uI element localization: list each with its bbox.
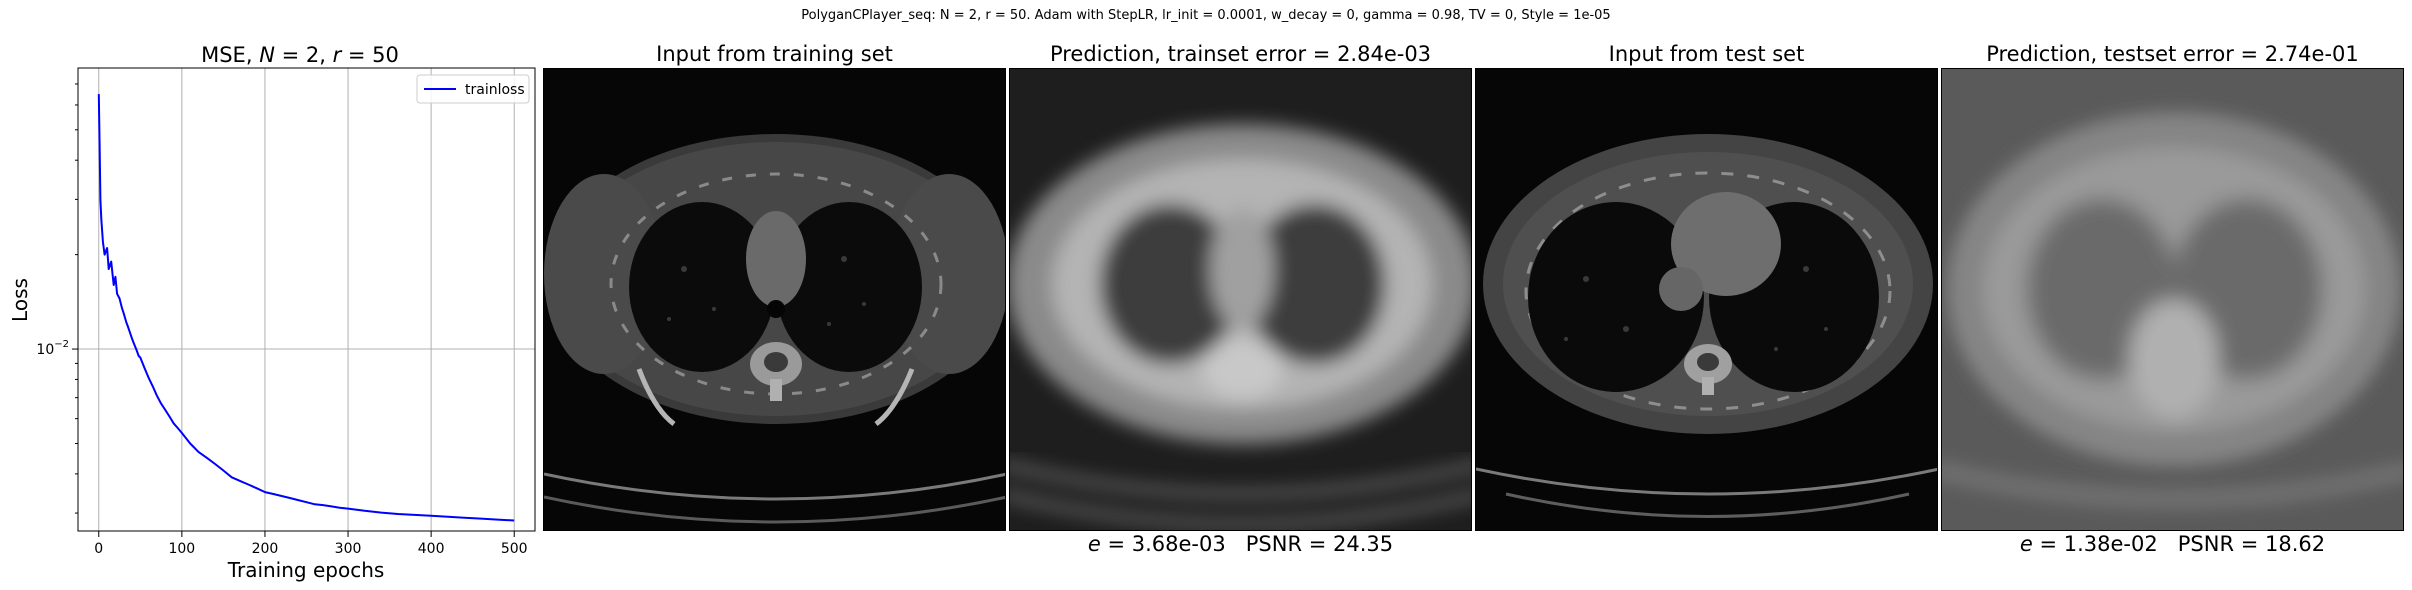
x-tick-label: 500 (501, 541, 528, 557)
test-input-title: Input from test set (1608, 42, 1805, 66)
x-tick-label: 0 (94, 541, 103, 557)
test-e-value: = 1.38e-02 (2032, 532, 2158, 556)
train-input-image (543, 68, 1006, 531)
x-tick-label: 100 (168, 541, 195, 557)
train-prediction-metrics: e = 3.68e-03 PSNR = 24.35 (1009, 532, 1472, 556)
legend: trainloss (416, 74, 530, 104)
test-prediction-metrics: e = 1.38e-02 PSNR = 18.62 (1941, 532, 2404, 556)
train-e-value: = 3.68e-03 (1100, 532, 1226, 556)
legend-label-trainloss: trainloss (465, 82, 525, 98)
train-prediction-title: Prediction, trainset error = 2.84e-03 (1049, 42, 1432, 66)
plot-frame (77, 67, 536, 532)
test-input-image (1475, 68, 1938, 531)
chart-title: MSE, N = 2, r = 50 (201, 43, 399, 67)
test-prediction-title: Prediction, testset error = 2.74e-01 (1986, 42, 2359, 66)
chart-title-r: r (333, 43, 343, 67)
chart-title-prefix: MSE, (201, 43, 259, 67)
x-tick-label: 300 (335, 541, 362, 557)
test-prediction-image (1941, 68, 2404, 531)
x-tick-label: 400 (418, 541, 445, 557)
train-prediction-image (1009, 68, 1472, 531)
train-psnr: PSNR = 24.35 (1245, 532, 1394, 556)
loss-chart: MSE, N = 2, r = 50 0 100 200 300 400 50010−2 … (8, 43, 536, 582)
y-tick-label: 10−2 (36, 339, 69, 358)
y-axis-label: Loss (8, 278, 32, 322)
chart-title-middle: = 2, (275, 43, 333, 67)
test-psnr: PSNR = 18.62 (2177, 532, 2326, 556)
series-layer (97, 94, 515, 522)
grid-lines (78, 68, 535, 531)
legend-box (416, 74, 530, 104)
x-axis-label: Training epochs (227, 558, 385, 582)
train-e-symbol: e (1087, 532, 1101, 556)
tick-layer: 0 100 200 300 400 500 10−2 (36, 83, 528, 557)
chart-title-n: N (259, 43, 275, 67)
series-line-trainloss (97, 94, 515, 522)
figure-suptitle: PolyganCPlayer_seq: N = 2, r = 50. Adam … (801, 8, 1611, 23)
train-input-title: Input from training set (656, 42, 893, 66)
chart-title-suffix: = 50 (341, 43, 399, 67)
x-tick-label: 200 (252, 541, 279, 557)
test-e-symbol: e (2019, 532, 2033, 556)
